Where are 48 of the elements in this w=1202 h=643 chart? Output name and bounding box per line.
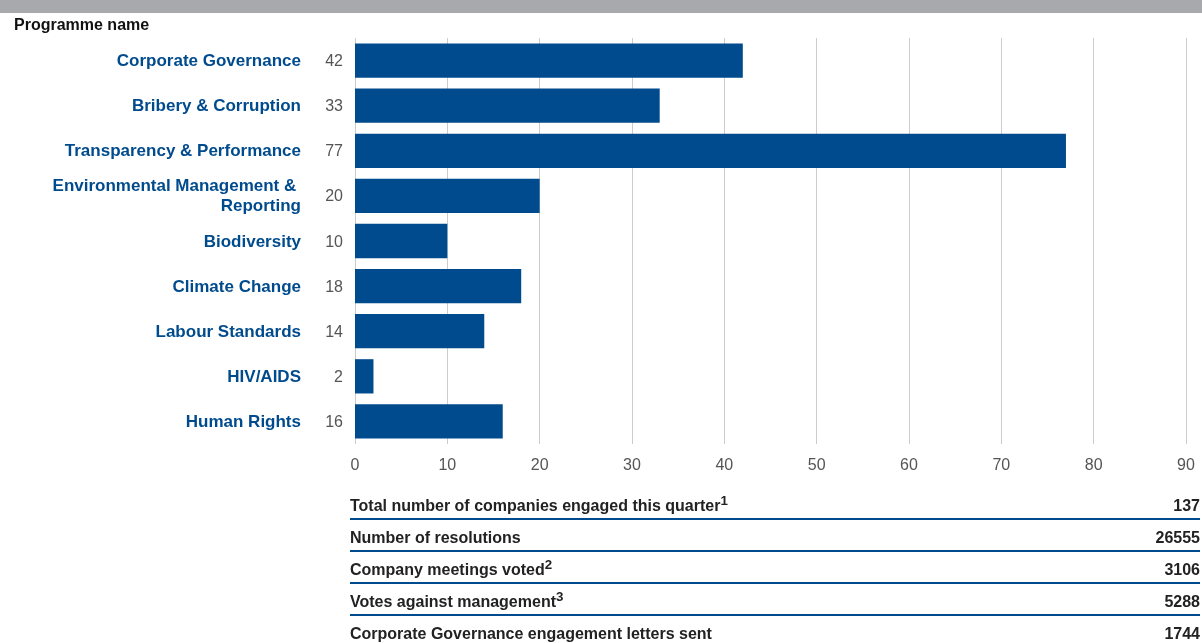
data-label: 20 — [325, 187, 344, 205]
x-tick-label: 0 — [350, 455, 360, 473]
y-tick-label: Bribery & Corruption — [131, 96, 301, 116]
bar — [355, 359, 374, 394]
x-tick-label: 90 — [1177, 455, 1195, 473]
data-label: 33 — [325, 97, 344, 115]
x-tick-label: 60 — [900, 455, 918, 473]
bar — [355, 133, 1066, 168]
bar — [355, 404, 503, 439]
text: 26555 — [1155, 529, 1200, 547]
text: Votes against management$^{3}$ — [350, 588, 564, 611]
y-tick-label: Corporate Governance — [116, 51, 301, 71]
x-tick-label: 20 — [530, 455, 549, 473]
bar — [355, 223, 448, 259]
data-label: 16 — [325, 412, 344, 430]
x-tick-label: 80 — [1084, 455, 1103, 473]
y-axis-title: Programme name — [14, 16, 150, 34]
x-tick-label: 10 — [438, 455, 457, 473]
x-tick-label: 50 — [807, 455, 826, 473]
bar — [355, 43, 743, 78]
y-tick-label: Human Rights — [185, 411, 301, 431]
y-tick-label: Labour Standards — [155, 321, 301, 341]
text: Number of resolutions — [350, 529, 521, 547]
x-tick-label: 70 — [992, 455, 1011, 473]
y-tick-label: Environmental Management & Reporting — [52, 176, 301, 216]
text: 3106 — [1164, 561, 1200, 579]
y-tick-label: HIV/AIDS — [227, 366, 301, 386]
bar — [355, 268, 522, 304]
data-label: 10 — [325, 232, 344, 250]
x-tick-label: 40 — [715, 455, 734, 473]
y-tick-label: Transparency & Performance — [64, 141, 301, 161]
text: Company meetings voted$^{2}$ — [350, 556, 553, 579]
text: 137 — [1173, 497, 1200, 515]
y-tick-label: Climate Change — [172, 276, 301, 296]
bar — [355, 178, 540, 214]
text: Corporate Governance engagement letters sent — [350, 625, 712, 643]
data-label: 42 — [325, 52, 344, 70]
data-label: 77 — [325, 142, 344, 160]
data-label: 2 — [334, 367, 344, 385]
text: Total number of companies engaged this quarter$^{1}$ — [350, 492, 728, 515]
bar — [355, 88, 660, 123]
data-label: 18 — [325, 277, 344, 295]
bar — [355, 314, 485, 349]
text: 1744 — [1164, 625, 1200, 643]
y-tick-label: Biodiversity — [203, 231, 302, 251]
text: 5288 — [1164, 593, 1200, 611]
x-tick-label: 30 — [623, 455, 641, 473]
data-label: 14 — [325, 322, 344, 340]
